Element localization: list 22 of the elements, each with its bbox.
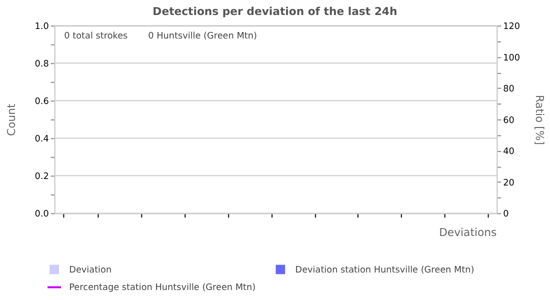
y-tick-label: 0.6 — [34, 97, 50, 108]
y-tick-label: 1.0 — [34, 22, 50, 32]
y-tick-label: 0.4 — [34, 134, 50, 145]
chart-title: Detections per deviation of the last 24h — [152, 5, 398, 18]
annotation: 0 Huntsville (Green Mtn) — [148, 31, 257, 42]
x-axis-title: Deviations — [439, 226, 498, 239]
y2-tick-label: 60 — [503, 116, 515, 126]
y2-tick-label: 100 — [503, 53, 520, 64]
y-tick-label: 0.2 — [34, 172, 49, 182]
y2-tick-label: 0 — [503, 210, 510, 220]
y-axis-title: Count — [4, 104, 18, 136]
y2-tick-label: 120 — [503, 22, 520, 32]
y-tick-label: 0.8 — [34, 60, 50, 70]
annotation: 0 total strokes — [64, 31, 128, 42]
y2-tick-label: 40 — [503, 147, 515, 158]
legend-label: Percentage station Huntsville (Green Mtn) — [69, 283, 256, 294]
y2-tick-label: 20 — [503, 178, 515, 188]
legend-label: Deviation station Huntsville (Green Mtn) — [295, 265, 474, 276]
y-tick-label: 0.0 — [34, 210, 50, 220]
y2-tick-label: 80 — [503, 84, 515, 95]
y2-axis-title: Ratio [%] — [532, 94, 546, 145]
legend-label: Deviation — [69, 265, 112, 276]
